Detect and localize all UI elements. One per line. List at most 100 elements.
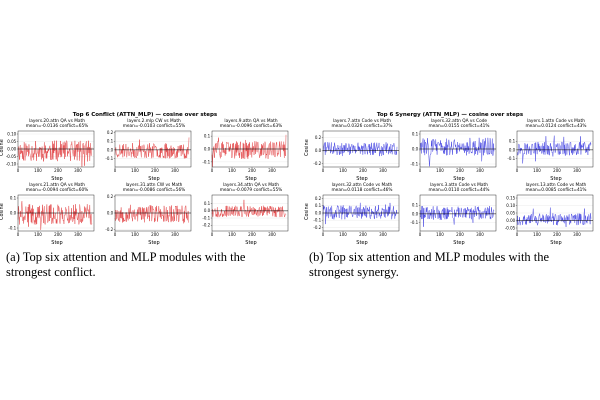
x-tick-label: 0 <box>17 168 20 173</box>
x-axis-label: Step <box>550 176 562 182</box>
y-tick-label: 0.0 <box>10 210 17 215</box>
x-tick-label: 200 <box>553 168 561 173</box>
y-tick-label: 0.00 <box>506 218 515 223</box>
y-tick-label: 0.1 <box>412 203 419 208</box>
x-axis-label: Step <box>356 240 368 246</box>
x-tick-label: 300 <box>379 168 387 173</box>
subplot-svg: 0.10.0-0.10 100 200 300 <box>410 130 497 173</box>
subplot: layers.32.attn QA vs Code mean=0.0155 con… <box>402 119 498 182</box>
x-tick-label: 0 <box>322 168 325 173</box>
subplot-svg: 0.2 0.1 0.0 -0.1 0 100 200 300 <box>105 130 192 173</box>
x-tick-label: 200 <box>248 232 256 237</box>
x-axis-label: Step <box>245 240 257 246</box>
y-tick-label: 0.0 <box>412 146 419 151</box>
y-tick-label: 0.2 <box>315 196 322 201</box>
series-line <box>211 199 287 218</box>
x-axis-label: Step <box>148 240 160 246</box>
x-tick-label: 300 <box>268 232 276 237</box>
x-tick-label: 200 <box>54 232 62 237</box>
x-tick-label: 100 <box>436 232 444 237</box>
axes-frame <box>419 194 497 232</box>
x-tick-label: 300 <box>476 232 484 237</box>
x-tick-label: 100 <box>228 232 236 237</box>
x-tick-label: 200 <box>553 232 561 237</box>
series-line <box>114 204 190 224</box>
series-line <box>516 135 592 164</box>
subplot-title-line1: layers.13.attn Code vs Math <box>525 183 587 188</box>
y-tick-label: 0.0 <box>204 146 211 151</box>
y-tick-label: 0.0 <box>509 147 516 152</box>
subplot-title-line1: layers.31.attn CW vs Math <box>125 183 183 188</box>
y-tick-label: -0.05 <box>505 225 516 230</box>
x-tick-label: 200 <box>248 168 256 173</box>
subplot: layers.34.attn QA vs Math mean=-0.0079 co… <box>194 183 290 246</box>
y-tick-label: 0.1 <box>315 203 322 208</box>
y-tick-label: -0.1 <box>410 220 418 225</box>
subplot: layers.21.attn QA vs Math mean=-0.0094 co… <box>0 183 96 246</box>
x-tick-label: 300 <box>171 232 179 237</box>
subplot: layers.1.attn Code vs Math mean=0.0124 co… <box>499 119 595 182</box>
subplot-title-line2: mean=-0.0136 conflict=65% <box>25 124 89 130</box>
subplot-title: layers.9.attn QA vs Math mean=-0.0096 con… <box>212 119 290 129</box>
y-tick-label: -0.1 <box>507 156 515 161</box>
series-line <box>419 137 495 167</box>
subplot-title: layers.2.mlp CW vs Math mean=-0.0103 conf… <box>115 119 193 129</box>
x-tick-label: 100 <box>228 168 236 173</box>
subplot-svg: 0.10.0-0.10 100 200 300 <box>507 130 594 173</box>
x-tick-label: 100 <box>131 232 139 237</box>
x-tick-label: 300 <box>268 168 276 173</box>
y-tick-label: -0.2 <box>313 225 321 230</box>
subplot-title-line2: mean=-0.0096 conflict=63% <box>219 124 283 130</box>
x-tick-label: 200 <box>151 168 159 173</box>
figure-synergy: Top 6 Synergy (ATTN_MLP) — cosine over s… <box>304 112 595 282</box>
x-tick-label: 0 <box>419 232 422 237</box>
subplot-title-line1: layers.32.attn QA vs Code <box>430 119 488 124</box>
subplot-svg: 0.10.0-0.10 100 200 300 <box>202 130 289 173</box>
subplot-svg: 0.15 0.10 0.05 0.00 -0.050 100 200 300 <box>505 194 594 237</box>
subplot-svg: 0.10.0-0.10 100 200 300 <box>410 194 497 237</box>
x-tick-label: 200 <box>54 168 62 173</box>
subplot-title: layers.32.attn QA vs Code mean=0.0155 con… <box>420 119 498 129</box>
x-axis-label: Step <box>550 240 562 246</box>
x-tick-label: 200 <box>456 168 464 173</box>
subplot-title-line1: layers.32.attn Code vs Math <box>331 183 393 188</box>
subplot-svg: 0.2 0.0 -0.20 100 200 300 <box>313 130 400 173</box>
y-tick-label: -0.10 <box>6 161 17 166</box>
subplot-title-line2: mean=0.0110 conflict=44% <box>428 188 490 194</box>
x-tick-label: 200 <box>359 168 367 173</box>
x-tick-label: 100 <box>533 168 541 173</box>
x-tick-label: 0 <box>419 168 422 173</box>
y-tick-label: 0.05 <box>7 139 16 144</box>
subplot-title: layers.34.attn QA vs Math mean=-0.0079 co… <box>212 183 290 193</box>
x-tick-label: 300 <box>379 232 387 237</box>
x-tick-label: 100 <box>339 168 347 173</box>
subplot-title-line2: mean=0.0085 conflict=41% <box>525 188 587 194</box>
y-tick-label: -0.1 <box>8 225 16 230</box>
subplot-title-line1: layers.3.attn Code vs Math <box>430 183 488 188</box>
subplot: layers.7.attn Code vs Math mean=0.0326 co… <box>304 119 401 182</box>
y-tick-label: 0.1 <box>10 195 17 200</box>
subplot: layers.9.attn QA vs Math mean=-0.0096 con… <box>194 119 290 182</box>
axes-frame <box>114 130 192 168</box>
y-tick-label: 0.2 <box>315 135 322 140</box>
subplot-title: layers.3.attn Code vs Math mean=0.0110 co… <box>420 183 498 193</box>
subplot-svg: 0.2 0.0 -0.20 100 200 300 <box>105 194 192 237</box>
y-tick-label: -0.1 <box>105 156 113 161</box>
subplot-title-line2: mean=-0.0079 conflict=55% <box>219 188 283 194</box>
x-tick-label: 0 <box>17 232 20 237</box>
y-tick-label: 0.1 <box>509 139 516 144</box>
subplot-svg: 0.2 0.1 0.0 -0.1 -0.20 100 200 300 <box>313 194 400 237</box>
y-tick-label: 0.0 <box>107 210 114 215</box>
y-tick-label: 0.1 <box>204 201 211 206</box>
x-axis-label: Step <box>245 176 257 182</box>
x-tick-label: 100 <box>339 232 347 237</box>
caption-b: (b) Top six attention and MLP modules wi… <box>309 250 550 279</box>
subplot-title: layers.20.attn QA vs Math mean=-0.0136 co… <box>18 119 96 129</box>
series-line <box>419 206 495 227</box>
x-tick-label: 300 <box>476 168 484 173</box>
subplot-title-line1: layers.34.attn QA vs Math <box>223 183 279 188</box>
x-tick-label: 200 <box>151 232 159 237</box>
y-tick-label: 0.2 <box>107 130 114 135</box>
y-tick-label: -0.2 <box>313 161 321 166</box>
